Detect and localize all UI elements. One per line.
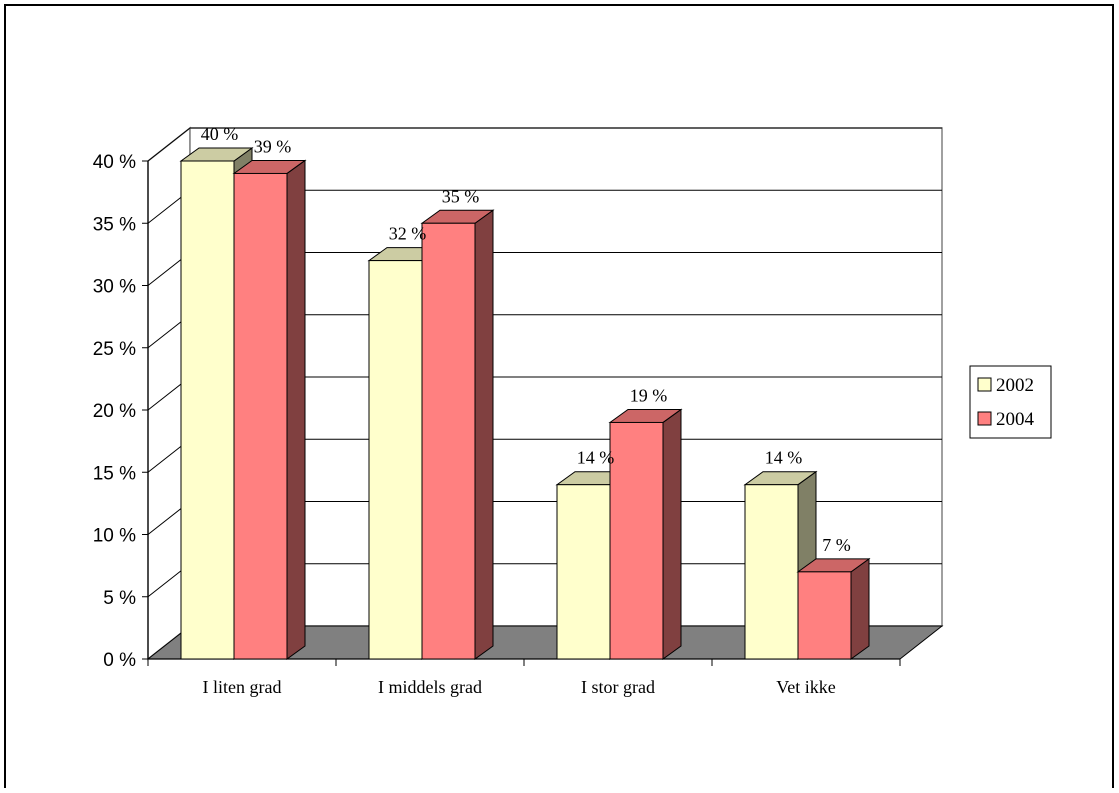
y-tick-label: 40 % — [93, 152, 136, 173]
bar-2002-0 — [180, 160, 235, 660]
bar-2002-3 — [744, 484, 799, 660]
bar-side — [850, 557, 870, 660]
bar-2004-2 — [609, 421, 664, 660]
y-tick-label: 20 % — [93, 401, 136, 422]
data-label: 7 % — [822, 535, 851, 555]
bar-side — [474, 209, 494, 660]
data-label: 39 % — [254, 136, 292, 156]
bar-side — [286, 159, 306, 660]
y-tick-label: 25 % — [93, 339, 136, 360]
x-tick-label: I middels grad — [378, 677, 482, 697]
bar-2004-3 — [797, 571, 852, 660]
data-label: 32 % — [389, 224, 427, 244]
x-tick-label: Vet ikke — [776, 677, 835, 697]
y-tick-label: 30 % — [93, 277, 136, 298]
data-label: 40 % — [201, 124, 239, 144]
y-tick-label: 5 % — [103, 588, 136, 609]
data-label: 14 % — [577, 448, 615, 468]
x-tick-label: I liten grad — [203, 677, 282, 697]
x-tick-label: I stor grad — [581, 677, 655, 697]
data-label: 35 % — [442, 186, 480, 206]
legend-label-2002: 2002 — [996, 375, 1034, 396]
data-label: 14 % — [765, 448, 803, 468]
bar-2002-1 — [368, 260, 423, 660]
bar-2004-1 — [421, 222, 476, 660]
legend-swatch-2002 — [977, 377, 992, 392]
y-tick-label: 10 % — [93, 526, 136, 547]
bar-2002-2 — [556, 484, 611, 660]
legend-label-2004: 2004 — [996, 409, 1035, 430]
y-tick-label: 15 % — [93, 463, 136, 484]
legend-swatch-2004 — [977, 411, 992, 426]
bar-side — [662, 408, 682, 660]
data-label: 19 % — [630, 385, 668, 405]
y-tick-label: 0 % — [103, 650, 136, 671]
bar-2004-0 — [233, 172, 288, 660]
y-tick-label: 35 % — [93, 214, 136, 235]
gridline-side — [147, 127, 191, 162]
